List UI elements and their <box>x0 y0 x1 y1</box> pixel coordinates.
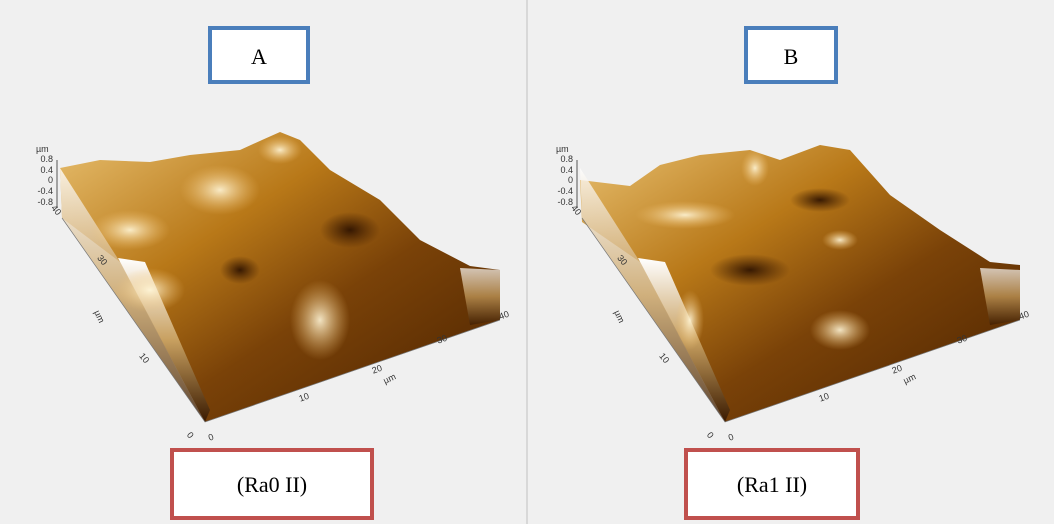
surface-highlight <box>258 136 302 164</box>
panel-caption: (Ra1 II) <box>737 472 807 497</box>
z-tick-label: 0 <box>568 175 573 185</box>
z-tick-label: -0.8 <box>557 197 573 207</box>
z-tick-label: 0.4 <box>560 165 573 175</box>
surface-highlight <box>290 280 350 360</box>
z-tick-label: -0.4 <box>557 186 573 196</box>
surface-highlight <box>741 150 769 186</box>
surface-shadow <box>710 254 790 286</box>
z-unit: µm <box>556 144 569 154</box>
z-tick-label: -0.8 <box>37 197 53 207</box>
z-tick-label: 0.8 <box>40 154 53 164</box>
panel-label: A <box>251 44 267 69</box>
surface-highlight <box>810 310 870 350</box>
z-tick-label: 0.8 <box>560 154 573 164</box>
z-tick-label: 0 <box>48 175 53 185</box>
surface-highlight <box>115 268 185 312</box>
surface-highlight <box>676 290 704 350</box>
z-unit: µm <box>36 144 49 154</box>
surface-highlight <box>822 230 858 250</box>
surface-shadow <box>790 188 850 212</box>
surface-highlight <box>180 165 260 215</box>
surface-highlight <box>635 201 735 229</box>
surface-shadow <box>220 256 260 284</box>
z-tick-label: -0.4 <box>37 186 53 196</box>
panel-caption: (Ra0 II) <box>237 472 307 497</box>
z-tick-label: 0.4 <box>40 165 53 175</box>
surface-shadow <box>320 212 380 248</box>
panel-label: B <box>784 44 799 69</box>
surface-highlight <box>90 210 170 250</box>
figure: µm0.80.40-0.4-0.84030100µm010203040µmA(R… <box>0 0 1054 524</box>
